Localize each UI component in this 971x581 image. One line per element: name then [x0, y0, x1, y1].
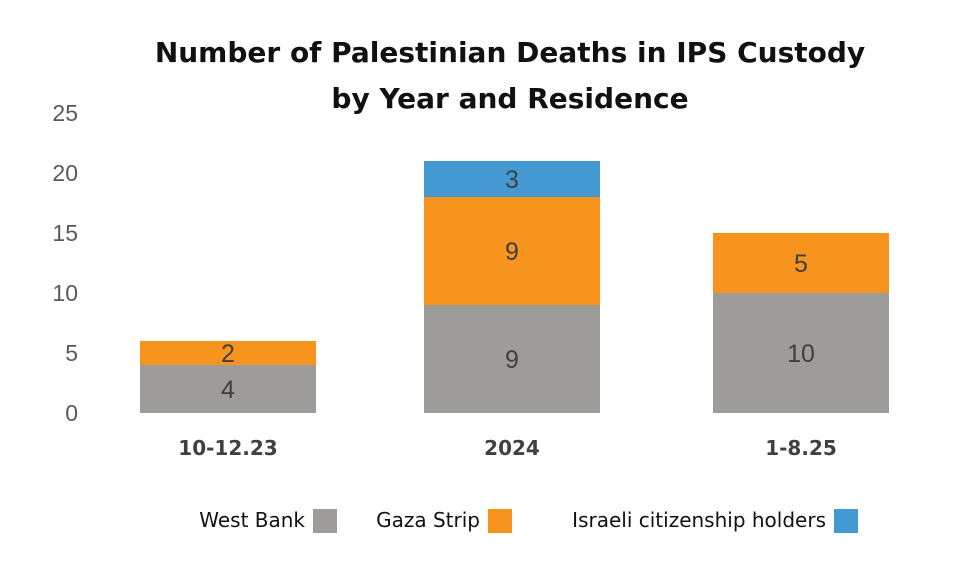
- bars: 4 2 9 9 3 10 5: [140, 161, 889, 413]
- legend-swatch: [313, 509, 337, 533]
- bar-segment: [713, 293, 889, 413]
- legend-label: Gaza Strip: [376, 508, 480, 532]
- y-axis: 0 5 10 15 20 25: [52, 100, 78, 426]
- legend-swatch: [834, 509, 858, 533]
- y-tick-label: 20: [52, 160, 78, 186]
- bar-segment: [140, 365, 316, 413]
- y-tick-label: 0: [65, 400, 78, 426]
- data-label: 9: [505, 238, 519, 266]
- y-tick-label: 25: [52, 100, 78, 126]
- bar-segment: [424, 197, 600, 305]
- x-category-label: 1-8.25: [765, 436, 837, 460]
- bar-segment: [424, 305, 600, 413]
- x-category-label: 10-12.23: [178, 436, 277, 460]
- x-axis: 10-12.23 2024 1-8.25: [178, 436, 836, 460]
- chart-title-line-2: by Year and Residence: [331, 82, 689, 115]
- data-label: 10: [787, 340, 815, 368]
- data-label: 5: [794, 250, 808, 278]
- y-tick-label: 15: [52, 220, 78, 246]
- data-label: 2: [221, 340, 235, 368]
- bar-segment: [713, 233, 889, 293]
- legend-label: West Bank: [199, 508, 305, 532]
- chart-title: Number of Palestinian Deaths in IPS Cust…: [0, 30, 971, 122]
- x-category-label: 2024: [484, 436, 540, 460]
- y-tick-label: 10: [52, 280, 78, 306]
- bar-segment: [140, 341, 316, 365]
- legend-swatch: [488, 509, 512, 533]
- chart-title-line-1: Number of Palestinian Deaths in IPS Cust…: [154, 36, 866, 69]
- legend: West Bank Gaza Strip Israeli citizenship h…: [199, 508, 858, 533]
- legend-label: Israeli citizenship holders: [572, 508, 826, 532]
- data-label: 4: [221, 376, 235, 404]
- bar-segment: [424, 161, 600, 197]
- y-tick-label: 5: [65, 340, 78, 366]
- data-label: 9: [505, 346, 519, 374]
- data-label: 3: [505, 166, 519, 194]
